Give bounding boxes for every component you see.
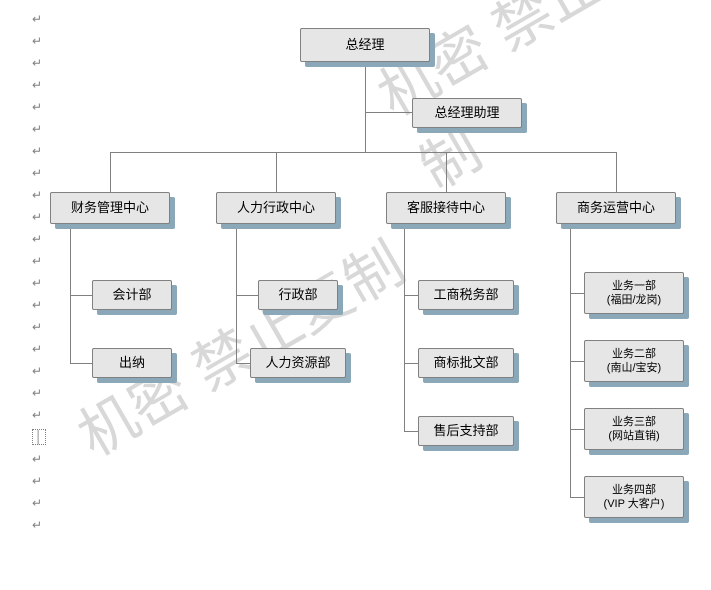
edge xyxy=(446,152,447,192)
node-label: 业务二部 (南山/宝安) xyxy=(607,347,661,376)
edge xyxy=(570,361,584,362)
edge xyxy=(236,224,237,363)
edge xyxy=(404,295,418,296)
node-gm_assist: 总经理助理 xyxy=(412,98,522,128)
node-biz4: 业务四部 (VIP 大客户) xyxy=(584,476,684,518)
node-label: 人力行政中心 xyxy=(237,200,315,217)
node-label: 总经理助理 xyxy=(434,105,499,122)
node-label: 业务一部 (福田/龙岗) xyxy=(607,279,661,308)
edge xyxy=(616,152,617,192)
node-hrdept: 人力资源部 xyxy=(250,348,346,378)
node-tm: 商标批文部 xyxy=(418,348,514,378)
edge xyxy=(570,293,584,294)
org-chart: { "type": "org-tree", "background_color"… xyxy=(0,0,711,590)
edge xyxy=(570,429,584,430)
node-label: 财务管理中心 xyxy=(71,200,149,217)
node-tax: 工商税务部 xyxy=(418,280,514,310)
node-cs: 客服接待中心 xyxy=(386,192,506,224)
node-label: 业务三部 (网站直销) xyxy=(608,415,659,444)
edge xyxy=(365,112,366,152)
node-label: 售后支持部 xyxy=(433,423,498,440)
node-label: 人力资源部 xyxy=(265,355,330,372)
node-biz3: 业务三部 (网站直销) xyxy=(584,408,684,450)
node-hr: 人力行政中心 xyxy=(216,192,336,224)
node-gm: 总经理 xyxy=(300,28,430,62)
watermark-2: 机密 禁止复制 xyxy=(60,218,417,473)
node-fin: 财务管理中心 xyxy=(50,192,170,224)
edge xyxy=(70,295,92,296)
node-label: 商务运营中心 xyxy=(577,200,655,217)
edge xyxy=(365,62,366,112)
edge xyxy=(570,497,584,498)
edge xyxy=(404,363,418,364)
node-biz1: 业务一部 (福田/龙岗) xyxy=(584,272,684,314)
edge xyxy=(236,363,250,364)
edge xyxy=(110,152,111,192)
edge xyxy=(70,363,92,364)
node-label: 客服接待中心 xyxy=(407,200,485,217)
node-label: 业务四部 (VIP 大客户) xyxy=(604,483,665,512)
node-label: 商标批文部 xyxy=(433,355,498,372)
node-label: 行政部 xyxy=(278,287,317,304)
edge xyxy=(110,152,616,153)
node-support: 售后支持部 xyxy=(418,416,514,446)
node-cashier: 出纳 xyxy=(92,348,172,378)
edge xyxy=(365,112,412,113)
edge xyxy=(404,224,405,431)
edge xyxy=(236,295,258,296)
node-biz2: 业务二部 (南山/宝安) xyxy=(584,340,684,382)
edge xyxy=(276,152,277,192)
node-biz: 商务运营中心 xyxy=(556,192,676,224)
edge xyxy=(404,431,418,432)
paragraph-marks: ↵↵↵↵↵↵↵↵↵↵↵↵↵↵↵↵↵↵↵│↵↵↵↵ xyxy=(32,8,46,536)
node-acct: 会计部 xyxy=(92,280,172,310)
edge xyxy=(70,224,71,363)
node-label: 出纳 xyxy=(119,355,145,372)
node-label: 会计部 xyxy=(112,287,151,304)
node-admin: 行政部 xyxy=(258,280,338,310)
node-label: 总经理 xyxy=(345,37,384,54)
node-label: 工商税务部 xyxy=(433,287,498,304)
